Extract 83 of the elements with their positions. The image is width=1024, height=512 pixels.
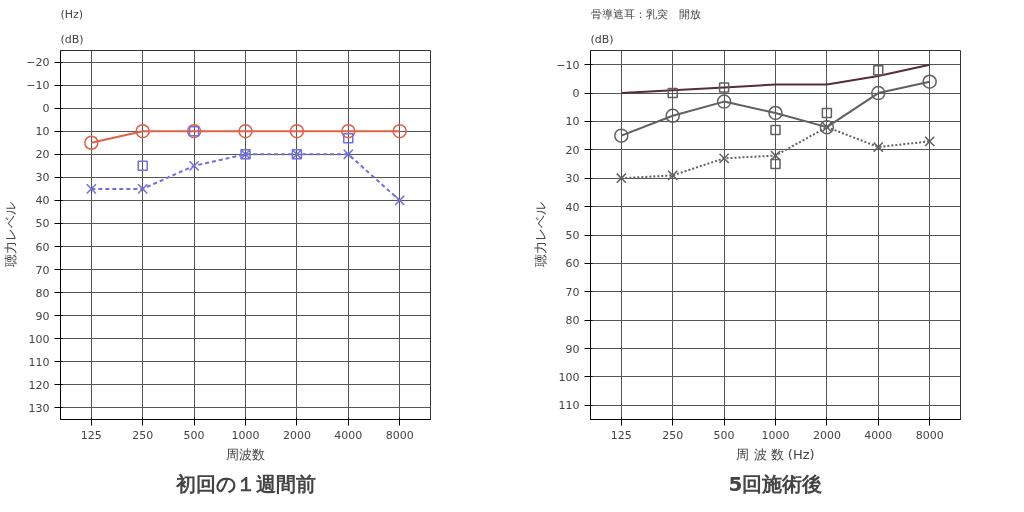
point <box>614 128 629 143</box>
x-tick-label: 2000 <box>282 428 311 442</box>
x-tick-label: 125 <box>80 428 102 442</box>
y-tick-label: 0 <box>42 102 50 116</box>
y-axis-title: 聴力レベル <box>533 202 549 268</box>
y-tick-label: 110 <box>558 399 580 413</box>
y-tick-label: 100 <box>558 370 580 384</box>
point <box>84 135 99 150</box>
y-tick-label: 60 <box>565 257 580 271</box>
y-tick-label: 90 <box>565 342 580 356</box>
x-tick-label: 8000 <box>915 428 944 442</box>
y-tick-label: 30 <box>35 171 50 185</box>
y-tick-label: 10 <box>565 115 580 129</box>
text: (dB) <box>60 32 84 46</box>
point <box>343 132 354 144</box>
x-tick-label: 1000 <box>761 428 790 442</box>
text: (Hz) <box>60 7 84 21</box>
point <box>924 135 936 147</box>
y-tick-label: 30 <box>565 172 580 186</box>
point <box>342 148 354 160</box>
y-tick-label: 100 <box>28 332 50 346</box>
point <box>615 172 627 184</box>
y-tick-label: 70 <box>565 285 580 299</box>
x-tick-label: 125 <box>610 428 632 442</box>
x-tick-label: 500 <box>183 428 205 442</box>
text: 初回の１週間前 <box>174 471 316 496</box>
point <box>392 123 407 139</box>
y-tick-label: −10 <box>26 79 50 93</box>
y-tick-label: −10 <box>556 58 580 72</box>
y-tick-label: 20 <box>35 148 50 162</box>
x-tick-label: 4000 <box>334 428 363 442</box>
y-tick-label: 40 <box>35 194 50 208</box>
y-tick-label: 90 <box>35 309 50 323</box>
x-tick-label: 1000 <box>231 428 260 442</box>
y-tick-label: 40 <box>565 200 580 214</box>
point <box>871 85 886 101</box>
text: (dB) <box>590 32 614 46</box>
point <box>665 108 680 124</box>
point <box>85 183 97 195</box>
x-axis-title: 周波数 <box>226 446 265 462</box>
y-tick-label: 120 <box>28 378 50 392</box>
y-tick-label: 110 <box>28 355 50 369</box>
point <box>821 107 833 119</box>
y-tick-label: 70 <box>35 263 50 277</box>
x-axis-title: 周 波 数 (Hz) <box>736 446 815 462</box>
point <box>718 153 730 164</box>
point <box>718 82 730 93</box>
point <box>135 123 150 139</box>
point <box>770 158 781 170</box>
point <box>289 123 305 139</box>
y-tick-label: 130 <box>28 401 50 415</box>
point <box>394 195 406 206</box>
point <box>667 87 678 99</box>
y-tick-label: 20 <box>565 143 580 157</box>
point <box>137 183 149 195</box>
point <box>341 123 356 139</box>
point <box>238 123 253 139</box>
point <box>716 94 732 109</box>
point <box>922 74 937 89</box>
y-tick-label: 50 <box>565 229 580 242</box>
point <box>872 141 884 153</box>
point <box>873 65 884 76</box>
point <box>667 170 679 181</box>
y-tick-label: −20 <box>26 56 50 70</box>
x-tick-label: 250 <box>132 428 154 442</box>
y-tick-label: 80 <box>35 286 50 300</box>
x-tick-label: 4000 <box>864 428 893 442</box>
x-tick-label: 500 <box>713 428 735 442</box>
text: 骨導遮耳：乳突 開放 <box>590 7 701 21</box>
y-tick-label: 80 <box>565 314 580 328</box>
text: 5回施術後 <box>728 471 823 496</box>
y-tick-label: 50 <box>35 217 50 231</box>
y-tick-label: 0 <box>572 87 580 101</box>
x-tick-label: 8000 <box>385 428 414 442</box>
y-tick-label: 10 <box>35 125 50 139</box>
x-tick-label: 250 <box>662 428 684 442</box>
point <box>137 160 148 172</box>
x-tick-label: 2000 <box>812 428 841 442</box>
point <box>768 105 783 121</box>
point <box>188 160 200 172</box>
y-tick-label: 60 <box>35 240 50 254</box>
point <box>770 124 781 136</box>
y-axis-title: 聴力レベル <box>3 202 19 268</box>
